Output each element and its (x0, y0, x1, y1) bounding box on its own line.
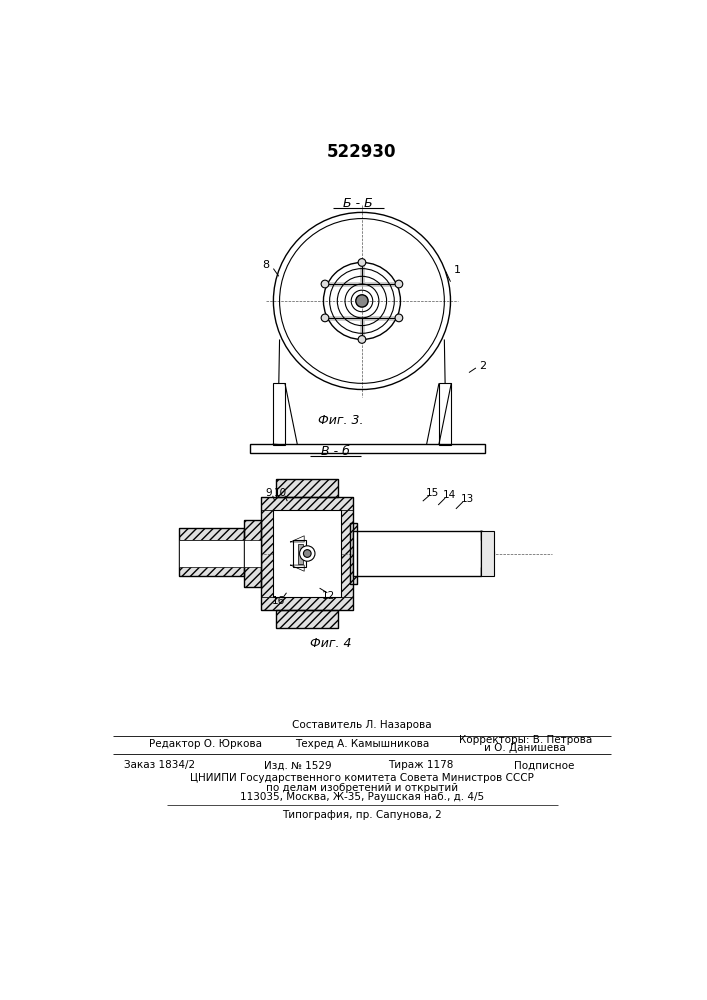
Text: и О. Данишева: и О. Данишева (484, 743, 566, 753)
Bar (481, 531, 494, 576)
Bar (179, 528, 244, 576)
Text: 2: 2 (479, 361, 486, 371)
Text: Корректоры: В. Петрова: Корректоры: В. Петрова (459, 735, 592, 745)
Circle shape (321, 280, 329, 288)
Circle shape (356, 295, 368, 307)
Text: 522930: 522930 (327, 143, 397, 161)
Text: Изд. № 1529: Изд. № 1529 (264, 760, 332, 770)
Circle shape (300, 546, 315, 561)
Text: 8: 8 (262, 260, 269, 270)
Text: В - б: В - б (320, 445, 349, 458)
Text: 9: 9 (265, 488, 272, 498)
Text: ЦНИИПИ Государственного комитета Совета Министров СССР: ЦНИИПИ Государственного комитета Совета … (190, 773, 534, 783)
Text: 10: 10 (274, 488, 287, 498)
Text: Типография, пр. Сапунова, 2: Типография, пр. Сапунова, 2 (282, 810, 442, 820)
Text: 13: 13 (461, 494, 474, 504)
Bar (276, 479, 338, 497)
Bar (354, 567, 481, 576)
Circle shape (321, 314, 329, 322)
Bar (261, 497, 354, 510)
Text: 16: 16 (271, 596, 285, 606)
Bar (351, 523, 356, 584)
Bar (179, 564, 244, 576)
Circle shape (358, 259, 366, 266)
Bar (439, 383, 451, 445)
Bar (276, 610, 338, 628)
Bar (261, 510, 274, 597)
Bar (244, 540, 261, 567)
Text: Б - Б: Б - Б (343, 197, 373, 210)
Text: 15: 15 (426, 488, 440, 498)
Bar (354, 531, 481, 540)
Bar (341, 510, 354, 597)
Text: 12: 12 (322, 591, 335, 601)
Bar (351, 523, 356, 584)
Text: 1: 1 (454, 265, 461, 275)
Circle shape (395, 280, 403, 288)
Text: по делам изобретений и открытий: по делам изобретений и открытий (266, 783, 458, 793)
Text: 113035, Москва, Ж-35, Раушская наб., д. 4/5: 113035, Москва, Ж-35, Раушская наб., д. … (240, 792, 484, 802)
Bar (244, 520, 261, 587)
Bar (261, 497, 354, 610)
Bar (293, 540, 305, 567)
Text: Составитель Л. Назарова: Составитель Л. Назарова (292, 720, 432, 730)
Bar (298, 544, 303, 564)
Text: Фиг. 4: Фиг. 4 (310, 637, 352, 650)
Bar (276, 479, 338, 497)
Bar (179, 540, 244, 567)
Bar (261, 597, 354, 610)
Text: Редактор О. Юркова: Редактор О. Юркова (149, 739, 262, 749)
Circle shape (303, 550, 311, 557)
Polygon shape (291, 565, 304, 571)
Circle shape (395, 314, 403, 322)
Bar (274, 510, 341, 597)
Text: 14: 14 (443, 490, 455, 500)
Bar (276, 610, 338, 628)
Text: Техред А. Камышникова: Техред А. Камышникова (295, 739, 429, 749)
Bar (244, 520, 261, 587)
Bar (354, 531, 481, 576)
Text: Фиг. 3.: Фиг. 3. (317, 414, 363, 427)
Text: Заказ 1834/2: Заказ 1834/2 (124, 760, 195, 770)
Polygon shape (291, 536, 304, 542)
Bar (273, 383, 285, 445)
Bar (250, 444, 485, 453)
Bar (179, 528, 244, 540)
Text: Подписное: Подписное (514, 760, 575, 770)
Circle shape (358, 336, 366, 343)
Text: Тираж 1178: Тираж 1178 (389, 760, 454, 770)
